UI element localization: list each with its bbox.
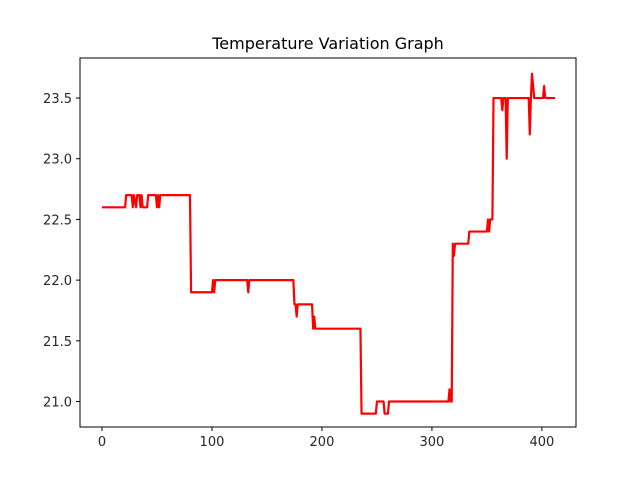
x-tick-label: 100 xyxy=(200,435,225,450)
axes-frame xyxy=(79,57,577,428)
x-tick-label: 400 xyxy=(529,435,554,450)
axes: 0 100 200 300 400 21.0 21.5 22.0 22.5 23.0 23.5 xyxy=(43,57,577,450)
y-tick-label: 22.5 xyxy=(43,213,72,228)
y-tick-label: 21.5 xyxy=(43,335,72,350)
y-tick-label: 21.0 xyxy=(43,396,72,411)
series-line-0 xyxy=(102,72,556,415)
y-tick-label: 23.5 xyxy=(43,92,72,107)
x-tick-label: 200 xyxy=(310,435,335,450)
y-tick-label: 23.0 xyxy=(43,153,72,168)
x-tick-label: 0 xyxy=(98,435,106,450)
y-tick-label: 22.0 xyxy=(43,274,72,289)
chart-title: Temperature Variation Graph xyxy=(211,34,444,53)
x-tick-label: 300 xyxy=(420,435,445,450)
plot-area xyxy=(102,72,556,415)
